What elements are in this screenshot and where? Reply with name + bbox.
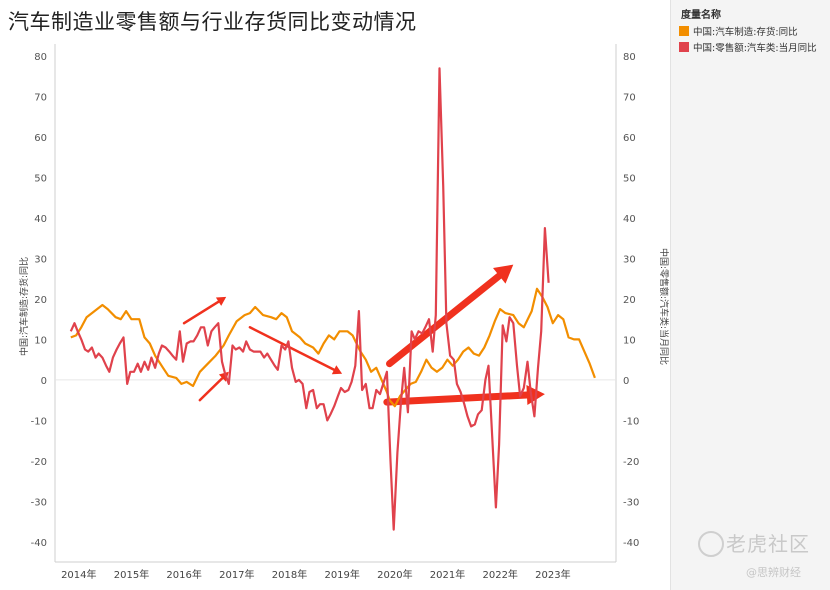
x-tick-label: 2021年	[430, 568, 465, 581]
y-tick-left: 20	[34, 295, 47, 306]
y-tick-left: 40	[34, 214, 47, 225]
watermark-sub: @思辨财经	[746, 566, 801, 579]
annotation-arrow-head	[331, 365, 343, 375]
x-tick-label: 2020年	[377, 568, 412, 581]
y-tick-left: -40	[31, 538, 47, 549]
x-tick-label: 2017年	[219, 568, 254, 581]
watermark: 老虎社区	[694, 528, 810, 557]
left-axis-title: 中国:汽车制造:存货:同比	[20, 256, 31, 357]
annotation-arrow-shaft	[248, 326, 336, 372]
y-tick-left: 0	[41, 376, 47, 387]
annotation-arrow-shaft	[198, 376, 224, 402]
y-tick-left: 80	[34, 52, 47, 63]
y-tick-left: -30	[31, 497, 47, 508]
y-tick-right: 30	[623, 254, 636, 265]
y-tick-right: 80	[623, 52, 636, 63]
y-tick-left: 50	[34, 174, 47, 185]
x-tick-label: 2015年	[114, 568, 149, 581]
annotation-arrow-shaft	[383, 391, 531, 406]
y-tick-right: 60	[623, 133, 636, 144]
chart-title: 汽车制造业零售额与行业存货同比变动情况	[8, 10, 417, 34]
y-tick-right: 20	[623, 295, 636, 306]
x-tick-label: 2019年	[324, 568, 359, 581]
x-tick-label: 2022年	[482, 568, 517, 581]
series-line-inventory	[70, 287, 596, 408]
legend-swatch-retail	[679, 42, 689, 52]
y-tick-right: -10	[623, 416, 639, 427]
x-tick-label: 2016年	[166, 568, 201, 581]
y-tick-right: 50	[623, 174, 636, 185]
y-tick-right: -20	[623, 457, 639, 468]
y-tick-right: 10	[623, 335, 636, 346]
annotation-arrow-shaft	[182, 300, 220, 325]
x-tick-label: 2014年	[61, 568, 96, 581]
legend-title: 度量名称	[681, 10, 721, 21]
y-tick-left: 70	[34, 93, 47, 104]
watermark-icon	[698, 531, 724, 557]
legend-item-inventory[interactable]: 中国:汽车制造:存货:同比	[679, 24, 798, 38]
y-tick-left: 60	[34, 133, 47, 144]
series-line-retail	[69, 67, 550, 531]
x-tick-label: 2018年	[272, 568, 307, 581]
watermark-text: 老虎社区	[726, 532, 810, 556]
x-tick-label: 2023年	[535, 568, 570, 581]
y-tick-left: 30	[34, 254, 47, 265]
y-tick-right: 0	[623, 376, 629, 387]
y-tick-left: -10	[31, 416, 47, 427]
annotation-arrow-head	[215, 296, 227, 306]
legend-item-retail[interactable]: 中国:零售额:汽车类:当月同比	[679, 40, 817, 54]
y-tick-right: -30	[623, 497, 639, 508]
y-tick-right: 40	[623, 214, 636, 225]
y-tick-left: -20	[31, 457, 47, 468]
legend-label-inventory: 中国:汽车制造:存货:同比	[693, 27, 798, 38]
y-tick-left: 10	[34, 335, 47, 346]
y-tick-right: -40	[623, 538, 639, 549]
annotation-arrow-head	[493, 264, 514, 284]
legend-swatch-inventory	[679, 26, 689, 36]
y-tick-right: 70	[623, 93, 636, 104]
annotation-arrow-shaft	[385, 272, 503, 368]
legend-panel: 度量名称 中国:汽车制造:存货:同比 中国:零售额:汽车类:当月同比	[670, 0, 830, 590]
legend-label-retail: 中国:零售额:汽车类:当月同比	[693, 43, 817, 54]
